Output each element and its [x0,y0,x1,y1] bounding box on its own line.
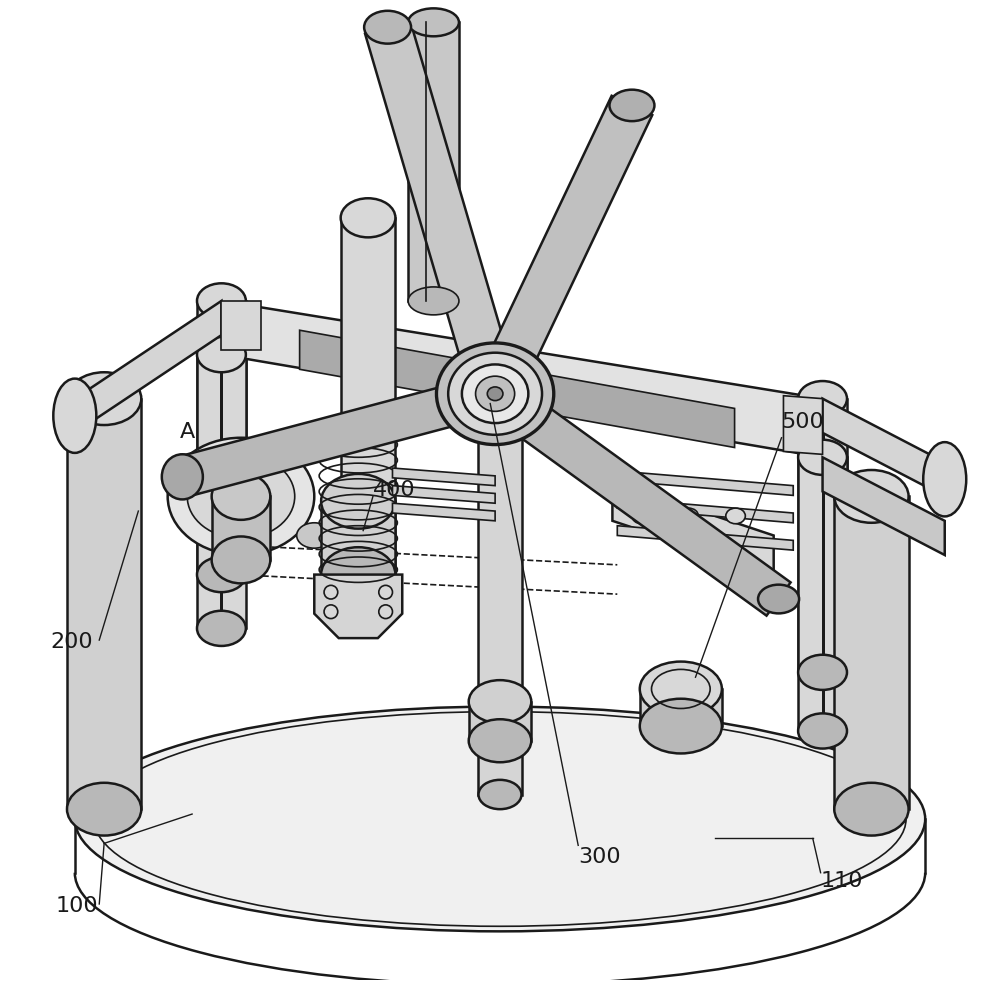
Polygon shape [365,21,518,400]
Ellipse shape [321,548,395,602]
Ellipse shape [324,605,338,618]
Ellipse shape [187,454,295,539]
Ellipse shape [923,442,966,516]
Ellipse shape [341,199,395,237]
Polygon shape [823,457,945,555]
Ellipse shape [379,585,392,599]
Ellipse shape [487,387,503,401]
Polygon shape [408,23,459,301]
Ellipse shape [469,680,531,723]
Polygon shape [798,399,847,672]
Polygon shape [483,377,791,615]
Polygon shape [212,496,270,560]
Polygon shape [221,301,261,350]
Text: 400: 400 [373,481,416,500]
Ellipse shape [834,782,909,836]
Ellipse shape [640,699,722,753]
Ellipse shape [341,555,395,594]
Ellipse shape [75,707,925,931]
Ellipse shape [379,605,392,618]
Polygon shape [314,575,402,638]
Polygon shape [392,503,495,521]
Ellipse shape [834,470,909,523]
Polygon shape [177,374,500,496]
Polygon shape [67,399,141,809]
Text: 200: 200 [50,632,93,652]
Polygon shape [392,486,495,503]
Polygon shape [798,457,847,731]
Polygon shape [834,496,909,809]
Ellipse shape [321,474,395,529]
Ellipse shape [469,720,531,762]
Ellipse shape [798,655,847,690]
Ellipse shape [462,365,528,423]
Ellipse shape [632,508,652,524]
Polygon shape [478,365,522,794]
Polygon shape [475,95,652,403]
Polygon shape [823,399,945,496]
Ellipse shape [197,337,246,373]
Ellipse shape [478,780,522,809]
Polygon shape [640,689,722,726]
Ellipse shape [162,454,203,499]
Ellipse shape [448,353,542,434]
Ellipse shape [476,376,515,411]
Ellipse shape [197,610,246,646]
Ellipse shape [355,538,391,563]
Polygon shape [469,702,531,741]
Ellipse shape [324,585,338,599]
Text: A: A [179,422,195,441]
Ellipse shape [640,662,722,717]
Ellipse shape [726,508,745,524]
Ellipse shape [609,89,654,121]
Ellipse shape [798,714,847,749]
Polygon shape [197,301,246,575]
Ellipse shape [197,283,246,318]
Ellipse shape [197,557,246,592]
Polygon shape [221,301,823,457]
Ellipse shape [478,350,522,379]
Ellipse shape [212,537,270,583]
Polygon shape [300,330,735,447]
Ellipse shape [679,508,698,524]
Ellipse shape [798,439,847,475]
Polygon shape [617,526,793,550]
Polygon shape [321,501,395,575]
Polygon shape [341,218,395,575]
Polygon shape [197,355,246,628]
Ellipse shape [53,378,96,453]
Ellipse shape [798,381,847,416]
Ellipse shape [67,373,141,425]
Ellipse shape [364,11,411,43]
Polygon shape [75,301,221,433]
Text: 110: 110 [821,871,863,892]
Polygon shape [392,468,495,486]
Ellipse shape [297,523,332,549]
Text: 300: 300 [578,847,621,867]
Ellipse shape [408,287,459,315]
Ellipse shape [408,8,459,36]
Polygon shape [783,396,823,454]
Ellipse shape [758,585,799,613]
Ellipse shape [67,782,141,836]
Ellipse shape [436,343,554,444]
Polygon shape [612,482,774,575]
Polygon shape [617,498,793,523]
Text: 100: 100 [55,896,98,916]
Ellipse shape [168,437,314,555]
Text: 500: 500 [782,412,824,432]
Polygon shape [617,471,793,495]
Ellipse shape [212,473,270,520]
